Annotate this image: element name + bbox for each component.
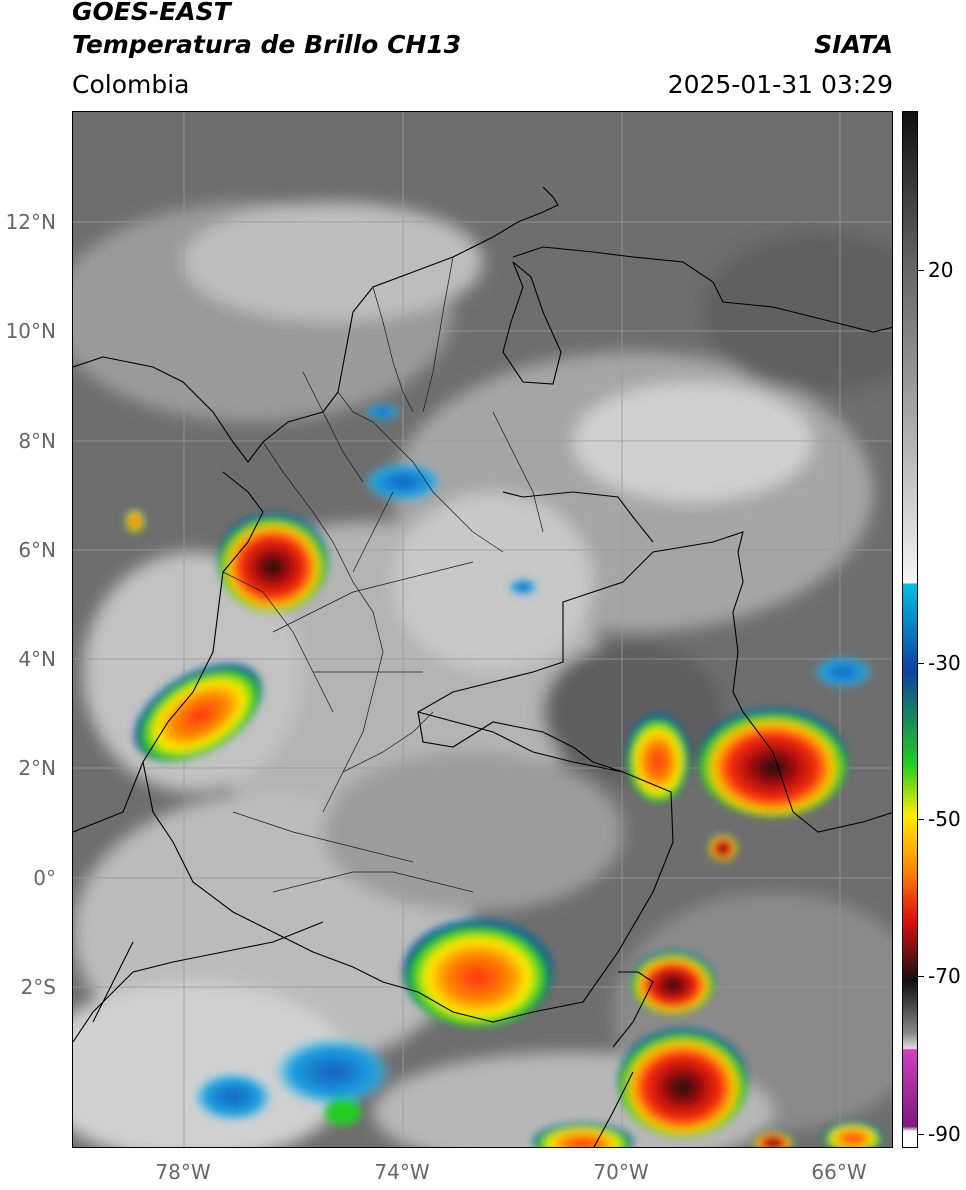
colorbar-label-minus30: -30 <box>928 651 961 675</box>
colorbar-tick <box>918 663 924 664</box>
colorbar-label-minus90: -90 <box>928 1122 961 1146</box>
map-canvas <box>73 112 892 1147</box>
colorbar-label-minus50: -50 <box>928 807 961 831</box>
lat-label-6n: 6°N <box>18 538 56 562</box>
lat-label-10n: 10°N <box>5 319 56 343</box>
lon-label-74w: 74°W <box>374 1160 430 1184</box>
satellite-map <box>72 111 893 1148</box>
region-label: Colombia <box>72 70 190 99</box>
colorbar-label-minus70: -70 <box>928 964 961 988</box>
lon-label-70w: 70°W <box>593 1160 649 1184</box>
lat-label-2n: 2°N <box>18 756 56 780</box>
colorbar-label-20: 20 <box>928 258 954 282</box>
colorbar <box>902 111 918 1148</box>
colorbar-tick <box>918 819 924 820</box>
lat-label-8n: 8°N <box>18 429 56 453</box>
convective-cells <box>125 404 883 1147</box>
colorbar-tick <box>918 1134 924 1135</box>
product-title: Temperatura de Brillo CH13 <box>72 30 462 59</box>
colorbar-tick <box>918 270 924 271</box>
datetime-label: 2025-01-31 03:29 <box>667 70 893 99</box>
departments <box>222 256 544 893</box>
lat-label-4n: 4°N <box>18 647 56 671</box>
satellite-title: GOES-EAST <box>72 0 231 26</box>
lat-label-0: 0° <box>33 866 56 890</box>
borders <box>73 186 892 1147</box>
colorbar-tick <box>918 976 924 977</box>
lat-label-2s: 2°S <box>20 975 56 999</box>
lat-label-12n: 12°N <box>5 210 56 234</box>
lon-label-66w: 66°W <box>811 1160 867 1184</box>
source-label: SIATA <box>814 30 893 59</box>
lon-label-78w: 78°W <box>155 1160 211 1184</box>
